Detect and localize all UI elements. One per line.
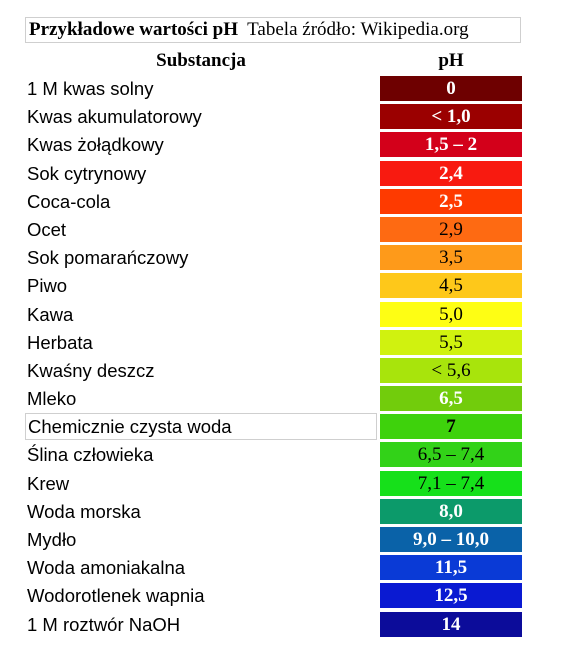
substance-name: Ocet <box>27 218 67 240</box>
substance-name: Sok pomarańczowy <box>27 247 189 269</box>
substance-name: Mleko <box>27 388 77 410</box>
substance-name: Kwaśny deszcz <box>27 359 155 381</box>
substance-name: Kwas akumulatorowy <box>27 106 202 128</box>
table-row: Herbata 5,5 <box>25 329 523 357</box>
table-row: Sok cytrynowy 2,4 <box>25 160 523 188</box>
title-source-text: Tabela źródło: Wikipedia.org <box>247 19 469 40</box>
substance-name: Ślina człowieka <box>27 444 154 466</box>
ph-value-cell: 6,5 <box>380 386 522 412</box>
table-row: Piwo 4,5 <box>25 272 523 300</box>
ph-value-cell: 5,5 <box>380 329 522 355</box>
table-row: Mydło 9,0 – 10,0 <box>25 526 523 554</box>
table-row: Ocet 2,9 <box>25 216 523 244</box>
ph-value-cell: 2,5 <box>380 188 522 214</box>
table-row: Kawa 5,0 <box>25 301 523 329</box>
substance-name: 1 M roztwór NaOH <box>27 613 181 635</box>
table-row: Woda amoniakalna 11,5 <box>25 554 523 582</box>
table-row: Coca-cola 2,5 <box>25 188 523 216</box>
table-row: Sok pomarańczowy 3,5 <box>25 244 523 272</box>
ph-value-cell: 14 <box>380 611 522 637</box>
ph-value-cell: 11,5 <box>380 555 522 581</box>
ph-value-cell: 7,1 – 7,4 <box>380 470 522 496</box>
column-header-ph: pH <box>438 50 464 71</box>
substance-name: Herbata <box>27 331 93 353</box>
ph-value-cell: < 1,0 <box>380 104 522 130</box>
substance-name: Woda amoniakalna <box>27 557 186 579</box>
ph-value-cell: 2,9 <box>380 216 522 242</box>
ph-value-cell: 0 <box>380 76 522 101</box>
table-row: Woda morska 8,0 <box>25 498 523 526</box>
table-row: 1 M roztwór NaOH 14 <box>25 611 523 639</box>
table-row: Kwas akumulatorowy < 1,0 <box>25 103 523 131</box>
ph-value-cell: 2,4 <box>380 160 522 186</box>
table-row: Wodorotlenek wapnia 12,5 <box>25 582 523 610</box>
ph-value-cell: 9,0 – 10,0 <box>380 527 522 552</box>
substance-name: Coca-cola <box>27 190 111 212</box>
substance-name: Kawa <box>27 303 74 325</box>
table-row: 1 M kwas solny 0 <box>25 75 523 103</box>
ph-value-cell: 4,5 <box>380 273 522 299</box>
substance-name: Wodorotlenek wapnia <box>27 585 205 607</box>
table-row: Kwaśny deszcz < 5,6 <box>25 357 523 385</box>
substance-name: Chemicznie czysta woda <box>25 413 377 441</box>
title-bold-text: Przykładowe wartości pH <box>29 19 238 40</box>
ph-value-cell: < 5,6 <box>380 357 522 383</box>
ph-value-cell: 6,5 – 7,4 <box>380 442 522 468</box>
substance-name: Krew <box>27 472 70 494</box>
column-header-substance: Substancja <box>156 50 246 71</box>
substance-name: Mydło <box>27 529 77 550</box>
ph-value-cell: 8,0 <box>380 498 522 524</box>
ph-table: 1 M kwas solny 0 Kwas akumulatorowy < 1,0 Kw… <box>25 75 523 639</box>
table-row: Krew 7,1 – 7,4 <box>25 470 523 498</box>
ph-value-cell: 5,0 <box>380 301 522 327</box>
table-row: Mleko 6,5 <box>25 385 523 413</box>
ph-value-cell: 1,5 – 2 <box>380 132 522 158</box>
ph-value-cell: 7 <box>380 414 522 440</box>
substance-name: 1 M kwas solny <box>27 78 154 99</box>
substance-name: Sok cytrynowy <box>27 162 147 184</box>
table-title: Przykładowe wartości pH Tabela źródło: W… <box>25 17 521 43</box>
table-row: Kwas żołądkowy 1,5 – 2 <box>25 131 523 159</box>
ph-value-cell: 3,5 <box>380 245 522 271</box>
substance-name: Kwas żołądkowy <box>27 134 164 156</box>
table-row: Ślina człowieka 6,5 – 7,4 <box>25 441 523 469</box>
substance-name: Piwo <box>27 275 68 297</box>
ph-value-cell: 12,5 <box>380 583 522 609</box>
table-row: Chemicznie czysta woda 7 <box>25 413 523 441</box>
substance-name: Woda morska <box>27 500 141 522</box>
